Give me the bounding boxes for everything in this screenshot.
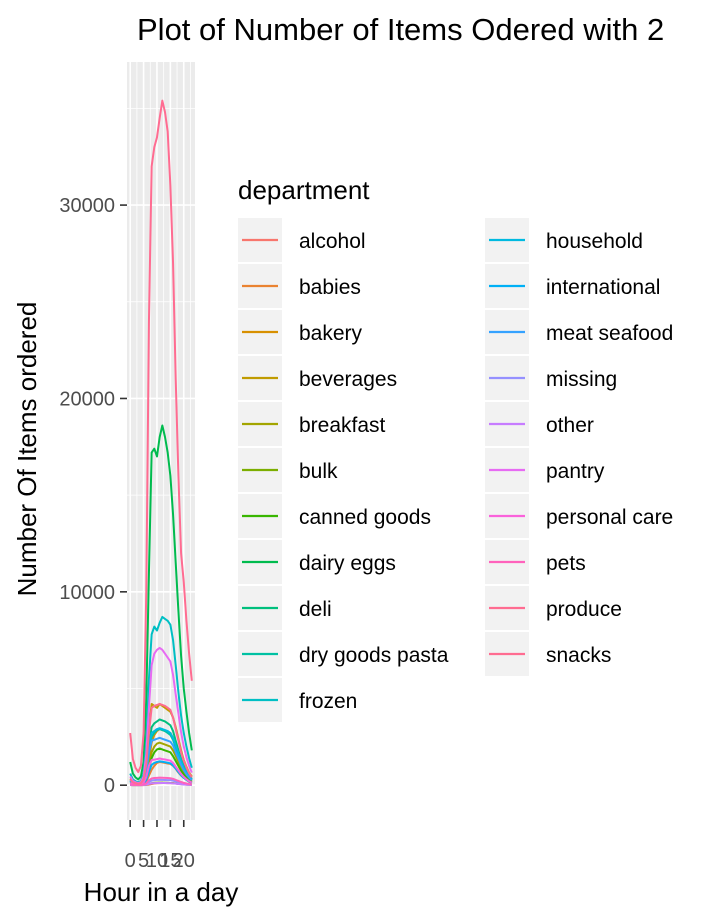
legend-label: bakery xyxy=(299,322,363,345)
x-tick-label: 5 xyxy=(138,850,149,872)
series-line-snacks xyxy=(129,702,193,785)
y-tick-label: 10000 xyxy=(59,582,115,604)
legend-label: dairy eggs xyxy=(299,552,396,575)
legend-label: other xyxy=(546,414,594,437)
x-tick-label: 10 xyxy=(146,850,168,872)
legend-label: pets xyxy=(546,552,586,575)
series-line-dairy-eggs xyxy=(129,424,193,781)
legend-label: canned goods xyxy=(299,506,431,529)
legend-label: frozen xyxy=(299,690,357,713)
legend-title: department xyxy=(238,175,370,205)
legend-label: deli xyxy=(299,598,332,621)
legend-label: beverages xyxy=(299,368,397,391)
legend-label: personal care xyxy=(546,506,673,529)
x-tick-label: 0 xyxy=(125,850,136,872)
legend-label: bulk xyxy=(299,460,338,483)
legend-label: meat seafood xyxy=(546,322,673,345)
x-axis-title: Hour in a day xyxy=(84,877,239,907)
y-tick-label: 0 xyxy=(104,775,115,797)
legend-label: produce xyxy=(546,598,622,621)
chart-title: Plot of Number of Items Odered with 2 xyxy=(137,12,664,47)
legend: department alcohol babies bakery beverages b… xyxy=(238,175,673,722)
legend-label: snacks xyxy=(546,644,611,667)
legend-label: alcohol xyxy=(299,230,366,253)
y-tick-label: 30000 xyxy=(59,195,115,217)
legend-label: breakfast xyxy=(299,414,386,437)
series-lines xyxy=(129,99,193,787)
x-tick-label: 20 xyxy=(173,850,195,872)
x-tick-label: 15 xyxy=(159,850,181,872)
y-axis-title: Number Of Items ordered xyxy=(12,302,42,597)
legend-label: babies xyxy=(299,276,361,299)
legend-label: pantry xyxy=(546,460,605,483)
legend-label: household xyxy=(546,230,643,253)
series-line-pets xyxy=(130,776,192,787)
legend-label: missing xyxy=(546,368,617,391)
y-tick-label: 20000 xyxy=(59,388,115,410)
series-line-produce xyxy=(129,99,193,774)
legend-label: dry goods pasta xyxy=(299,644,449,667)
legend-label: international xyxy=(546,276,660,299)
